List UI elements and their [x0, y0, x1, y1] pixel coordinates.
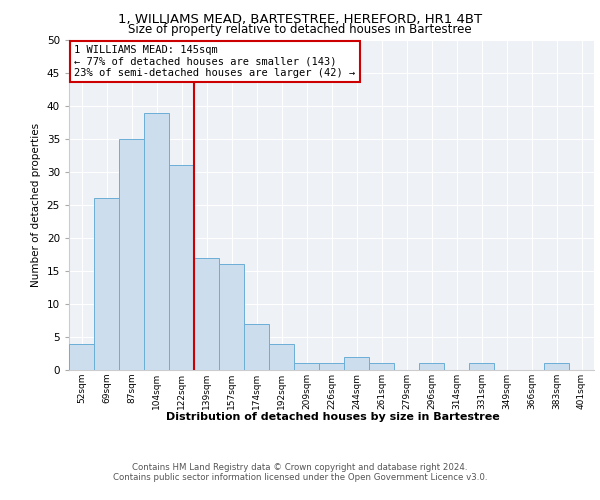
Bar — [369, 364, 394, 370]
Bar — [244, 324, 269, 370]
Bar — [419, 364, 444, 370]
Bar — [194, 258, 219, 370]
Bar — [319, 364, 344, 370]
Bar — [469, 364, 494, 370]
Bar — [269, 344, 294, 370]
Bar — [144, 112, 169, 370]
Text: 1, WILLIAMS MEAD, BARTESTREE, HEREFORD, HR1 4BT: 1, WILLIAMS MEAD, BARTESTREE, HEREFORD, … — [118, 12, 482, 26]
Bar — [544, 364, 569, 370]
Text: Size of property relative to detached houses in Bartestree: Size of property relative to detached ho… — [128, 22, 472, 36]
Bar — [344, 357, 369, 370]
Bar — [69, 344, 94, 370]
Text: 1 WILLIAMS MEAD: 145sqm
← 77% of detached houses are smaller (143)
23% of semi-d: 1 WILLIAMS MEAD: 145sqm ← 77% of detache… — [74, 45, 355, 78]
Bar — [119, 139, 144, 370]
Bar — [169, 166, 194, 370]
Text: Contains HM Land Registry data © Crown copyright and database right 2024.: Contains HM Land Registry data © Crown c… — [132, 462, 468, 471]
Bar — [294, 364, 319, 370]
Bar — [94, 198, 119, 370]
Bar — [219, 264, 244, 370]
Text: Distribution of detached houses by size in Bartestree: Distribution of detached houses by size … — [166, 412, 500, 422]
Y-axis label: Number of detached properties: Number of detached properties — [31, 123, 41, 287]
Text: Contains public sector information licensed under the Open Government Licence v3: Contains public sector information licen… — [113, 472, 487, 482]
